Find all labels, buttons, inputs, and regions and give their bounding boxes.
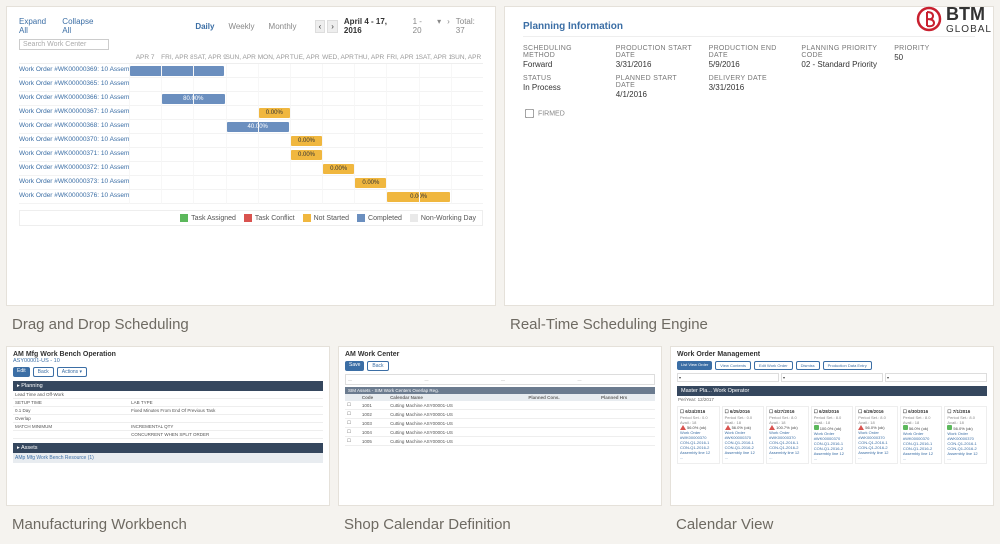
gantt-bar[interactable]: 0.00% bbox=[323, 164, 354, 174]
mw-sec1: ▸ Planning bbox=[13, 381, 323, 391]
caption-5: Calendar View bbox=[670, 514, 994, 538]
wom-tab[interactable]: List View Order bbox=[677, 361, 712, 370]
work-order-row[interactable]: Work Order #WK00000367: 10 Assembly bbox=[19, 106, 129, 120]
table-row[interactable]: ☐1002Cutting Machine ASY00001-US bbox=[345, 410, 655, 419]
collapse-all[interactable]: Collapse All bbox=[62, 17, 101, 35]
logo-icon bbox=[916, 6, 942, 32]
logo-text: BTM bbox=[946, 4, 985, 24]
wom-tab[interactable]: Edit Work Order bbox=[754, 361, 793, 370]
work-order-row[interactable]: Work Order #WK00000372: 10 Assembly bbox=[19, 162, 129, 176]
calendar-day[interactable]: ☐ 6/29/2016Period Set.: 8.0 Avail.: 1856… bbox=[855, 406, 898, 464]
calendar-day[interactable]: ☐ 6/28/2016Period Set.: 8.0 Avail.: 1810… bbox=[811, 406, 854, 464]
calendar-day[interactable]: ☐ 6/30/2016Period Set.: 8.0 Avail.: 1856… bbox=[900, 406, 943, 464]
wom-tab[interactable]: View Contents bbox=[715, 361, 751, 370]
work-order-row[interactable]: Work Order #WK00000366: 10 Assembly bbox=[19, 92, 129, 106]
planning-title: Planning Information bbox=[523, 21, 975, 37]
gantt-bar[interactable]: 0.00% bbox=[259, 108, 290, 118]
caption-4: Shop Calendar Definition bbox=[338, 514, 662, 538]
logo-sub: GLOBAL bbox=[946, 25, 992, 34]
panel-calendar-view: Work Order Management List View OrderVie… bbox=[670, 346, 994, 506]
calendar-day[interactable]: ☐ 6/27/2016Period Set.: 8.0 Avail.: 1810… bbox=[766, 406, 809, 464]
panel-shop-calendar: AM Work Center Save Back ———— SIM Assets… bbox=[338, 346, 662, 506]
table-row[interactable]: ☐1003Cutting Machine ASY00001-US bbox=[345, 419, 655, 428]
table-row[interactable]: ☐1005Cutting Machine ASY00001-US bbox=[345, 437, 655, 446]
work-order-row[interactable]: Work Order #WK00000368: 10 Assembly bbox=[19, 120, 129, 134]
work-order-row[interactable]: Work Order #WK00000370: 10 Assembly bbox=[19, 134, 129, 148]
back-button[interactable]: Back bbox=[33, 367, 54, 377]
cv-nav: Master Pla... Work Operator bbox=[677, 386, 987, 396]
wom-tab[interactable]: Production Data Entry bbox=[823, 361, 872, 370]
caption-2: Real-Time Scheduling Engine bbox=[504, 314, 994, 338]
calendar-day[interactable]: ☐ 7/1/2016Period Set.: 8.0 Avail.: 1856.… bbox=[944, 406, 987, 464]
panel-mfg-workbench: AM Mfg Work Bench Operation ASY00001-US … bbox=[6, 346, 330, 506]
view-tab-monthly[interactable]: Monthly bbox=[263, 20, 303, 33]
mw-title: AM Mfg Work Bench Operation bbox=[13, 351, 323, 358]
mw-subtitle: ASY00001-US - 10 bbox=[13, 358, 323, 364]
expand-all[interactable]: Expand All bbox=[19, 17, 54, 35]
work-order-row[interactable]: Work Order #WK00000373: 10 Assembly bbox=[19, 176, 129, 190]
work-order-row[interactable]: Work Order #WK00000369: 10 Assembly bbox=[19, 64, 129, 78]
view-tab-daily[interactable]: Daily bbox=[189, 20, 220, 33]
next-arrow[interactable]: › bbox=[327, 20, 338, 33]
work-order-row[interactable]: Work Order #WK00000365: 10 Assembly bbox=[19, 78, 129, 92]
gantt-bar[interactable]: 0.00% bbox=[291, 136, 322, 146]
work-order-row[interactable]: Work Order #WK00000376: 10 Assembly bbox=[19, 190, 129, 204]
work-order-row[interactable]: Work Order #WK00000371: 10 Assembly bbox=[19, 148, 129, 162]
date-range: April 4 - 17, 2016 bbox=[340, 17, 405, 35]
mw-sec2: ▸ Assets bbox=[13, 443, 323, 453]
panel-drag-drop: Expand All Collapse All DailyWeeklyMonth… bbox=[6, 6, 496, 306]
gantt-bar[interactable]: 0.00% bbox=[355, 178, 386, 188]
total-label: Total: 37 bbox=[456, 17, 483, 35]
gantt-bar[interactable]: 0.00% bbox=[291, 150, 322, 160]
search-input[interactable]: Search Work Center bbox=[19, 39, 109, 50]
wom-tab[interactable]: Dismiss bbox=[796, 361, 820, 370]
calendar-day[interactable]: ☐ 6/24/2016Period Set.: 0.0 Avail.: 1856… bbox=[677, 406, 720, 464]
actions-button[interactable]: Actions ▾ bbox=[57, 367, 87, 377]
cv-title: Work Order Management bbox=[677, 351, 987, 358]
table-row[interactable]: ☐1001Cutting Machine ASY00001-US bbox=[345, 401, 655, 410]
calendar-day[interactable]: ☐ 6/25/2016Period Set.: 0.0 Avail.: 1856… bbox=[722, 406, 765, 464]
sc-save[interactable]: Save bbox=[345, 361, 364, 371]
sc-back[interactable]: Back bbox=[367, 361, 388, 371]
sc-tab[interactable]: SIM Assets - SIM Work Centers Overlap Re… bbox=[345, 387, 655, 394]
date-nav[interactable]: ‹ › April 4 - 17, 2016 bbox=[315, 17, 405, 35]
firmed-label: FIRMED bbox=[538, 110, 565, 117]
brand-logo: BTM GLOBAL bbox=[916, 4, 992, 34]
sc-title: AM Work Center bbox=[345, 351, 655, 358]
pager[interactable]: 1 - 20 bbox=[413, 17, 431, 35]
mw-footer[interactable]: AMp Mfg Work Bench Resource (1) bbox=[13, 453, 323, 463]
panel-planning-info: Planning Information SCHEDULING METHODFo… bbox=[504, 6, 994, 306]
caption-1: Drag and Drop Scheduling bbox=[6, 314, 496, 338]
firmed-checkbox[interactable] bbox=[525, 109, 534, 118]
caption-3: Manufacturing Workbench bbox=[6, 514, 330, 538]
table-row[interactable]: ☐1004Cutting Machine ASY00001-US bbox=[345, 428, 655, 437]
view-tab-weekly[interactable]: Weekly bbox=[222, 20, 260, 33]
prev-arrow[interactable]: ‹ bbox=[315, 20, 326, 33]
edit-button[interactable]: Edit bbox=[13, 367, 30, 377]
